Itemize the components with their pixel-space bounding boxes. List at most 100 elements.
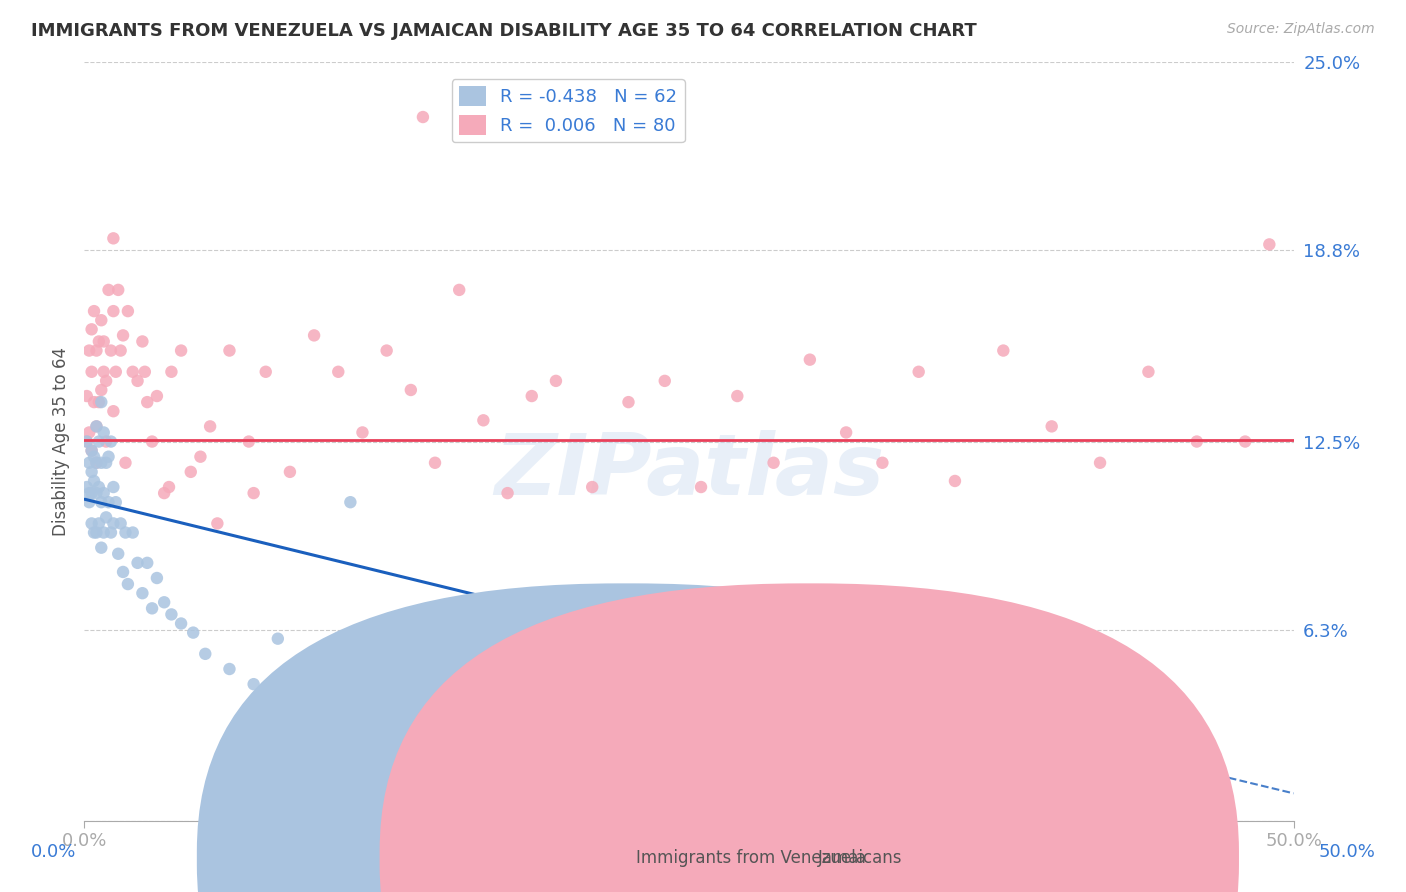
Point: [83, 395, 105, 409]
Point: [121, 525, 143, 540]
Point: [103, 404, 125, 418]
Point: [181, 625, 204, 640]
Point: [690, 480, 713, 494]
Point: [136, 395, 159, 409]
Point: [103, 516, 125, 531]
Point: [399, 383, 422, 397]
Point: [751, 692, 773, 706]
Point: [76, 434, 98, 449]
Point: [90, 541, 112, 555]
Point: [472, 413, 495, 427]
Point: [134, 365, 156, 379]
Point: [103, 480, 125, 494]
Point: [76, 480, 98, 494]
Point: [302, 668, 325, 682]
Point: [136, 556, 159, 570]
Point: [1185, 434, 1208, 449]
Point: [94, 434, 117, 449]
Y-axis label: Disability Age 35 to 64: Disability Age 35 to 64: [52, 347, 70, 536]
Point: [127, 374, 149, 388]
Point: [278, 465, 301, 479]
Point: [86, 343, 108, 358]
Point: [581, 480, 603, 494]
Point: [198, 419, 221, 434]
Point: [544, 374, 567, 388]
Point: [993, 716, 1015, 731]
Point: [90, 395, 112, 409]
Point: [80, 365, 103, 379]
Point: [107, 547, 129, 561]
Point: [97, 495, 120, 509]
Point: [423, 456, 446, 470]
Point: [93, 334, 115, 349]
Point: [104, 365, 127, 379]
Text: 0.0%: 0.0%: [31, 843, 76, 861]
Point: [87, 334, 110, 349]
Point: [872, 456, 894, 470]
Point: [86, 456, 108, 470]
Point: [141, 434, 163, 449]
Point: [80, 465, 103, 479]
Text: Jamaicans: Jamaicans: [818, 849, 903, 867]
Point: [141, 601, 163, 615]
Point: [412, 686, 434, 700]
Point: [87, 480, 110, 494]
Point: [86, 486, 108, 500]
Point: [254, 365, 277, 379]
Point: [97, 283, 120, 297]
Point: [1040, 419, 1063, 434]
Point: [86, 525, 108, 540]
Point: [90, 495, 112, 509]
Point: [146, 571, 169, 585]
Point: [496, 486, 519, 500]
Point: [1258, 237, 1281, 252]
Point: [170, 343, 193, 358]
Point: [107, 283, 129, 297]
Point: [112, 565, 135, 579]
Point: [83, 525, 105, 540]
Point: [112, 328, 135, 343]
Point: [157, 480, 180, 494]
Point: [103, 304, 125, 318]
Point: [846, 698, 869, 713]
Point: [83, 304, 105, 318]
Point: [146, 389, 169, 403]
Text: Immigrants from Venezuela: Immigrants from Venezuela: [636, 849, 865, 867]
Point: [110, 516, 132, 531]
Point: [238, 434, 260, 449]
Point: [180, 465, 202, 479]
Point: [328, 365, 350, 379]
Point: [557, 698, 579, 713]
Point: [267, 632, 290, 646]
Point: [104, 495, 127, 509]
Point: [94, 374, 117, 388]
Point: [93, 365, 115, 379]
Point: [77, 425, 100, 440]
Point: [799, 352, 821, 367]
Point: [97, 450, 120, 464]
Point: [160, 607, 183, 622]
Point: [76, 434, 98, 449]
Point: [86, 456, 108, 470]
Point: [207, 516, 229, 531]
Point: [94, 510, 117, 524]
Point: [90, 313, 112, 327]
Point: [993, 343, 1015, 358]
Point: [412, 110, 434, 124]
Point: [190, 450, 212, 464]
Point: [1088, 456, 1111, 470]
Point: [131, 586, 153, 600]
Point: [835, 425, 858, 440]
Point: [352, 425, 374, 440]
Point: [170, 616, 193, 631]
Point: [93, 425, 115, 440]
Point: [127, 556, 149, 570]
Point: [80, 322, 103, 336]
Point: [86, 419, 108, 434]
Point: [103, 231, 125, 245]
Point: [100, 434, 122, 449]
Point: [87, 395, 110, 409]
Point: [218, 343, 240, 358]
Point: [131, 334, 153, 349]
Point: [100, 343, 122, 358]
